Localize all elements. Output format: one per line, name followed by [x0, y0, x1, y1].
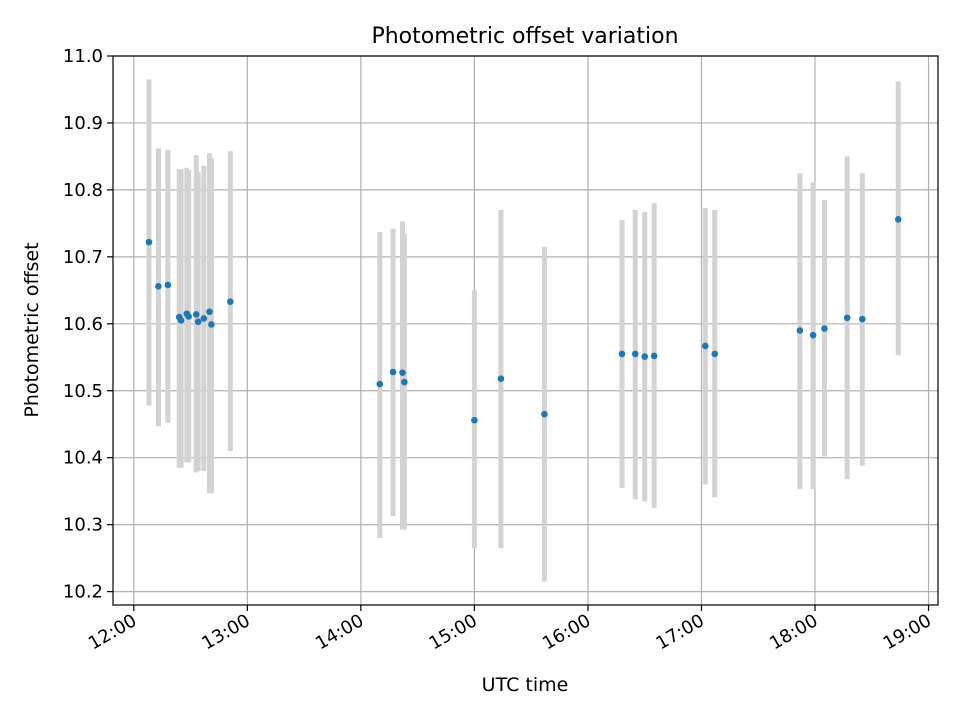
data-point	[821, 325, 828, 332]
data-point	[401, 378, 408, 386]
data-point	[711, 350, 719, 358]
data-point	[208, 321, 215, 328]
data-point	[618, 350, 626, 358]
chart-title: Photometric offset variation	[371, 24, 678, 49]
y-axis-ticks: 10.2 10.3 10.4 10.5 10.6 10.7 10.8 10.9 11.0	[63, 46, 113, 603]
data-point	[809, 331, 817, 339]
y-tick-label: 10.5	[63, 381, 103, 402]
data-point	[145, 238, 153, 246]
data-point	[471, 416, 478, 424]
data-point	[194, 318, 202, 326]
data-point	[894, 216, 902, 223]
y-tick-label: 10.7	[63, 247, 103, 268]
y-axis-label: Photometric offset	[21, 242, 43, 417]
plot-frame	[112, 55, 939, 606]
data-points	[145, 216, 902, 424]
data-point	[376, 380, 384, 388]
data-point	[650, 352, 658, 360]
data-point	[227, 298, 234, 306]
data-point	[155, 283, 162, 290]
data-point	[177, 317, 185, 324]
y-tick-label: 10.8	[63, 180, 103, 201]
data-point	[859, 315, 866, 323]
data-point	[497, 375, 505, 383]
data-point	[192, 311, 200, 318]
data-point	[541, 410, 548, 418]
y-tick-label: 10.3	[63, 515, 103, 536]
x-axis-label: UTC time	[482, 674, 569, 696]
y-tick-label: 10.9	[63, 113, 103, 134]
y-tick-label: 10.6	[63, 314, 103, 335]
data-point	[641, 353, 649, 360]
data-point	[701, 342, 709, 350]
data-point	[206, 308, 213, 316]
data-point	[164, 281, 172, 289]
data-point	[185, 313, 192, 320]
y-tick-label: 10.4	[63, 448, 103, 469]
data-point	[389, 368, 397, 376]
data-point	[631, 350, 639, 358]
data-point	[796, 327, 804, 334]
data-point	[843, 314, 851, 322]
y-tick-label: 10.2	[63, 582, 103, 603]
data-point	[399, 369, 406, 376]
y-tick-label: 11.0	[63, 46, 103, 67]
data-point	[200, 315, 208, 322]
